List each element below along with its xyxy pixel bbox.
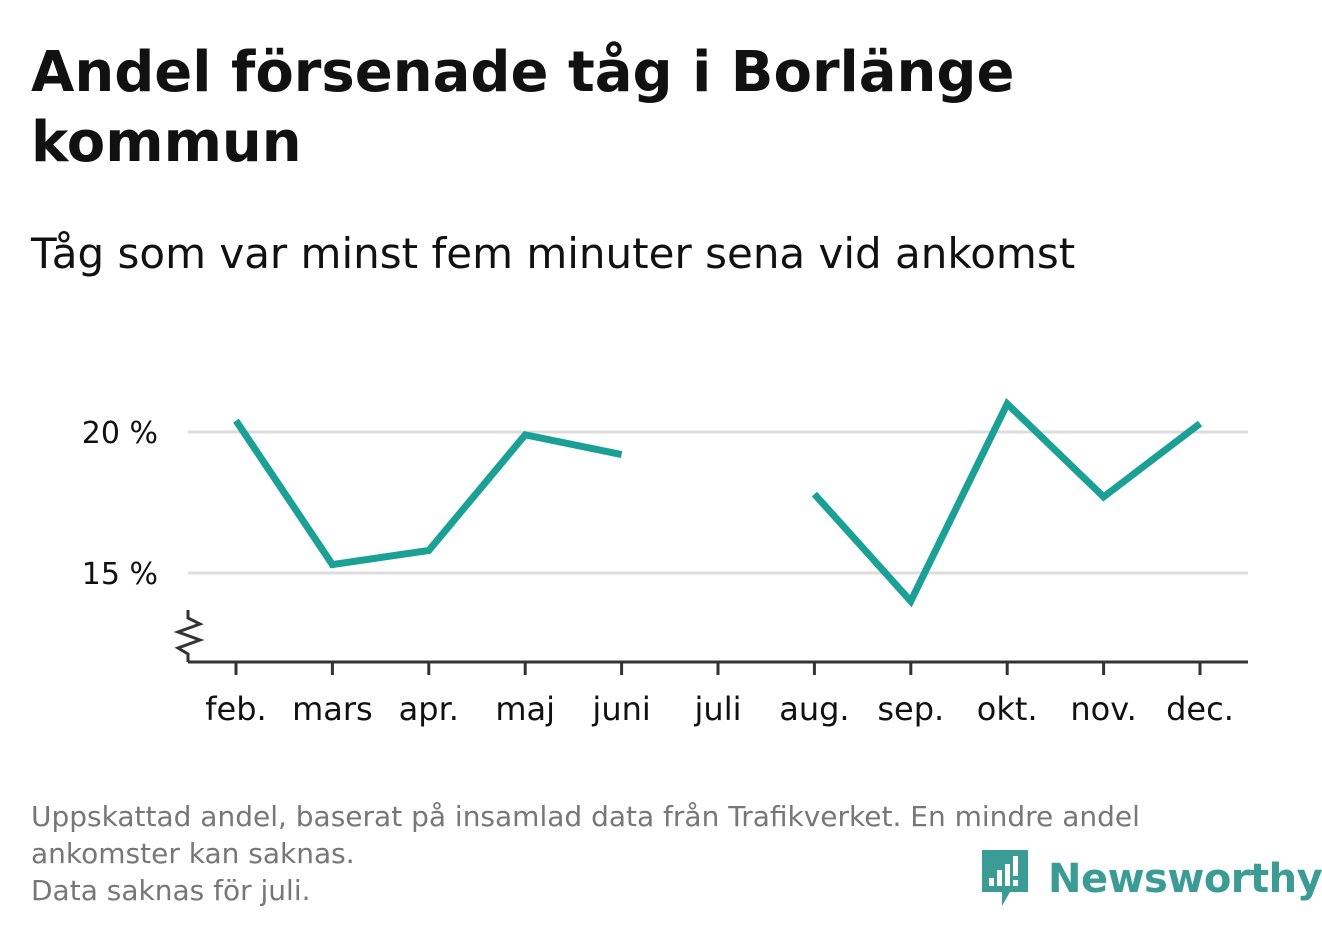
x-tick-label: sep. <box>877 690 944 728</box>
logo-bars-icon <box>982 850 1028 906</box>
grid-lines <box>188 430 1248 575</box>
x-tick-label: dec. <box>1166 690 1234 728</box>
x-axis-labels: feb. mars apr. maj juni juli aug. sep. okt. nov. d… <box>205 690 1234 728</box>
y-tick-label: 20 % <box>82 416 158 451</box>
x-tick-label: apr. <box>399 690 459 728</box>
x-tick-label: maj <box>495 690 555 728</box>
footnote-line: ankomster kan saknas. <box>31 837 355 870</box>
y-tick-label: 15 % <box>82 557 158 592</box>
footnote-line: Uppskattad andel, baserat på insamlad da… <box>31 800 1140 833</box>
x-axis <box>173 610 1248 675</box>
series-line <box>233 418 623 569</box>
chart-subtitle: Tåg som var minst fem minuter sena vid a… <box>31 229 1076 278</box>
x-tick-label: mars <box>292 690 373 728</box>
line-chart: 15 % 20 % feb. mars apr. maj juni juli aug. sep.… <box>82 397 1248 728</box>
y-axis-ticks: 15 % 20 % <box>82 416 158 592</box>
x-tick-label: juli <box>694 690 742 728</box>
x-tick-label: feb. <box>205 690 266 728</box>
x-tick-label: okt. <box>977 690 1038 728</box>
data-series <box>233 397 1203 608</box>
series-line <box>811 397 1203 608</box>
footnote-line: Data saknas för juli. <box>31 874 311 907</box>
newsworthy-logo[interactable]: Newsworthy <box>980 848 1322 910</box>
x-tick-label: nov. <box>1070 690 1136 728</box>
x-tick-label: juni <box>591 690 650 728</box>
x-tick-label: aug. <box>779 690 849 728</box>
footnote: Uppskattad andel, baserat på insamlad da… <box>31 798 1281 909</box>
logo-text: Newsworthy <box>1048 856 1322 902</box>
axis-break-icon <box>173 610 205 662</box>
chart-title: Andel försenade tåg i Borlänge kommun <box>31 40 1015 175</box>
